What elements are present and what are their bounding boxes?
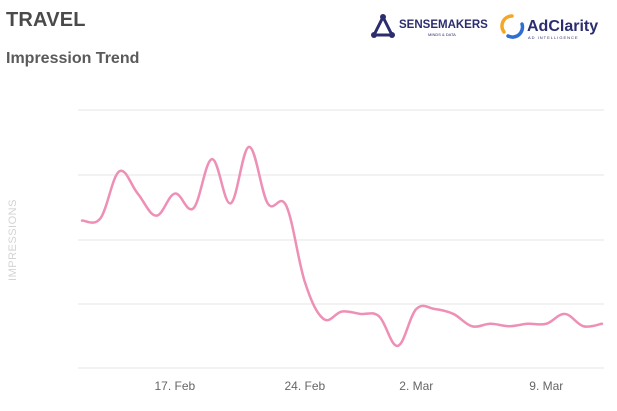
data-point xyxy=(544,322,548,326)
x-tick-label: 24. Feb xyxy=(285,379,326,393)
sensemakers-logo-name: SENSEMAKERS xyxy=(399,19,488,31)
data-point xyxy=(414,307,418,311)
series-group xyxy=(80,145,604,348)
data-point xyxy=(563,312,567,316)
data-point xyxy=(359,312,363,316)
data-point xyxy=(396,344,400,348)
adclarity-logo-name: AdClarity xyxy=(527,18,598,35)
sensemakers-logo: SENSEMAKERS MINDS & DATA xyxy=(371,14,488,38)
triangle-people-icon xyxy=(371,14,395,38)
data-point xyxy=(154,214,158,218)
y-axis-label: IMPRESSIONS xyxy=(7,199,19,281)
data-point xyxy=(581,324,585,328)
adclarity-logo: AdClarity AD INTELLIGENCE xyxy=(500,14,598,40)
data-point xyxy=(321,317,325,321)
data-point xyxy=(451,312,455,316)
data-point xyxy=(470,324,474,328)
data-point xyxy=(303,280,307,284)
page-title: TRAVEL xyxy=(6,9,86,31)
data-point xyxy=(600,322,604,326)
ring-icon xyxy=(500,14,525,39)
data-point xyxy=(266,201,270,205)
sensemakers-logo-tagline: MINDS & DATA xyxy=(428,32,456,37)
data-point xyxy=(99,216,103,220)
data-point xyxy=(489,322,493,326)
data-point xyxy=(210,157,214,161)
x-tick-label: 17. Feb xyxy=(155,379,196,393)
data-point xyxy=(247,145,251,149)
chart-subtitle: Impression Trend xyxy=(6,50,140,67)
data-point xyxy=(229,201,233,205)
x-tick-label: 2. Mar xyxy=(399,379,433,393)
data-point xyxy=(340,309,344,313)
adclarity-logo-tagline: AD INTELLIGENCE xyxy=(528,35,579,40)
data-point xyxy=(526,322,530,326)
data-point xyxy=(80,219,84,223)
series-line xyxy=(80,145,604,348)
data-point xyxy=(284,204,288,208)
data-point xyxy=(377,314,381,318)
data-point xyxy=(191,206,195,210)
data-point xyxy=(117,169,121,173)
data-point xyxy=(136,192,140,196)
x-axis-ticks: 17. Feb 24. Feb 2. Mar 9. Mar xyxy=(155,379,564,393)
x-tick-label: 9. Mar xyxy=(529,379,563,393)
data-point xyxy=(507,324,511,328)
grid-lines xyxy=(78,109,604,369)
data-point xyxy=(173,192,177,196)
data-point xyxy=(433,307,437,311)
